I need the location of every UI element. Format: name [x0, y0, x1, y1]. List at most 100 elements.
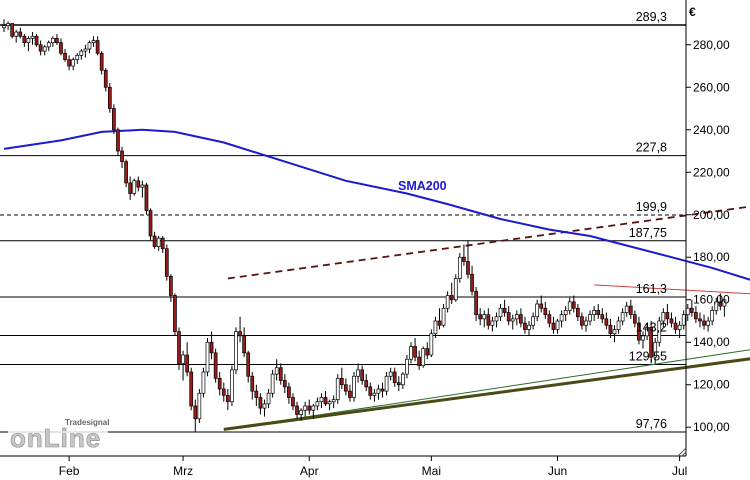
candle-body-122 — [498, 307, 503, 318]
candle-109 — [445, 291, 450, 313]
candle-body-164 — [669, 318, 674, 324]
candle-body-87 — [356, 369, 360, 377]
candle-body-64 — [262, 403, 267, 409]
candle-body-4 — [18, 31, 23, 37]
candle-body-103 — [421, 348, 426, 366]
candle-14 — [59, 38, 63, 56]
candle-85 — [348, 384, 352, 402]
candle-103 — [421, 346, 426, 368]
candle-body-56 — [230, 369, 234, 403]
candle-62 — [254, 384, 259, 406]
candle-body-79 — [323, 397, 328, 405]
candle-body-43 — [177, 331, 181, 364]
candle-body-88 — [360, 369, 365, 381]
candle-body-127 — [519, 314, 523, 324]
candle-body-44 — [181, 354, 185, 364]
candle-81 — [331, 395, 336, 409]
candle-body-33 — [136, 180, 141, 188]
candle-body-2 — [10, 23, 14, 37]
candle-150 — [612, 325, 617, 343]
candle-56 — [230, 365, 234, 406]
candle-5 — [22, 34, 27, 47]
candle-18 — [75, 53, 80, 64]
y-tick-label-1: 120,00 — [693, 378, 730, 392]
trendline-support-thin — [223, 349, 750, 430]
trendlines — [223, 205, 750, 431]
candle-body-158 — [645, 327, 649, 337]
candle-body-31 — [128, 182, 133, 194]
candle-131 — [535, 299, 540, 321]
candle-body-61 — [250, 375, 255, 392]
candle-74 — [303, 401, 308, 417]
trendline-upper-dashed — [227, 205, 750, 280]
candle-97 — [396, 376, 401, 392]
candle-107 — [437, 308, 442, 330]
y-tick-label-5: 200,00 — [693, 208, 730, 222]
candle-138 — [563, 306, 568, 321]
y-tick-label-4: 180,00 — [693, 250, 730, 264]
candle-71 — [291, 393, 295, 411]
candle-13 — [55, 34, 59, 45]
candle-body-106 — [433, 320, 438, 335]
candle-125 — [510, 314, 515, 330]
candle-body-128 — [523, 322, 527, 330]
candle-body-5 — [22, 35, 27, 43]
candle-156 — [637, 316, 641, 345]
candle-52 — [213, 348, 218, 383]
candle-94 — [384, 371, 389, 396]
trendline-resistance — [594, 284, 750, 295]
candle-body-10 — [42, 46, 47, 52]
candle-body-111 — [453, 278, 458, 301]
candle-66 — [270, 369, 275, 398]
candle-body-160 — [653, 341, 658, 358]
candle-26 — [107, 83, 112, 113]
candle-body-75 — [307, 405, 312, 411]
candle-17 — [71, 57, 76, 71]
y-tick-label-6: 220,00 — [693, 165, 730, 179]
y-tick-label-7: 240,00 — [693, 123, 730, 137]
candle-149 — [608, 318, 613, 338]
candle-body-73 — [299, 409, 303, 415]
candle-body-82 — [335, 378, 340, 400]
candle-body-99 — [405, 358, 409, 375]
candle-122 — [498, 303, 503, 321]
candle-2 — [10, 23, 14, 39]
candle-body-66 — [270, 373, 275, 394]
candle-body-165 — [673, 322, 678, 330]
candle-174 — [710, 306, 715, 326]
candle-body-151 — [616, 320, 621, 330]
candle-body-108 — [441, 307, 446, 326]
candle-body-112 — [457, 256, 462, 279]
level-label-7: 97,76 — [636, 417, 667, 431]
candle-body-166 — [677, 324, 682, 330]
candle-50 — [205, 337, 210, 377]
level-label-6: 129,55 — [629, 349, 667, 363]
trendline-support-thick — [223, 357, 750, 431]
candle-42 — [173, 293, 177, 336]
y-tick-label-9: 280,00 — [693, 38, 730, 52]
x-tick-label-2: Apr — [300, 464, 319, 478]
candle-body-69 — [282, 380, 287, 388]
candle-45 — [185, 342, 189, 377]
candle-51 — [209, 331, 214, 360]
candle-body-85 — [348, 390, 352, 398]
level-labels: 289,3 227,8 199,9 187,75 161,3 143,2 129,55 97,… — [629, 10, 667, 431]
candle-87 — [356, 363, 360, 383]
candle-body-58 — [238, 331, 242, 337]
candle-body-60 — [246, 352, 251, 377]
candle-body-80 — [327, 401, 332, 405]
candle-43 — [177, 327, 181, 370]
candle-body-38 — [156, 237, 161, 247]
candle-9 — [38, 40, 43, 56]
candle-body-143 — [584, 320, 588, 326]
candle-body-74 — [303, 405, 308, 411]
candle-55 — [226, 388, 230, 411]
candle-body-152 — [620, 312, 625, 322]
candle-32 — [132, 178, 137, 196]
candle-body-168 — [685, 307, 690, 315]
candle-body-171 — [698, 318, 702, 322]
candle-body-102 — [417, 356, 421, 366]
candle-147 — [600, 308, 605, 324]
candle-49 — [201, 367, 206, 398]
